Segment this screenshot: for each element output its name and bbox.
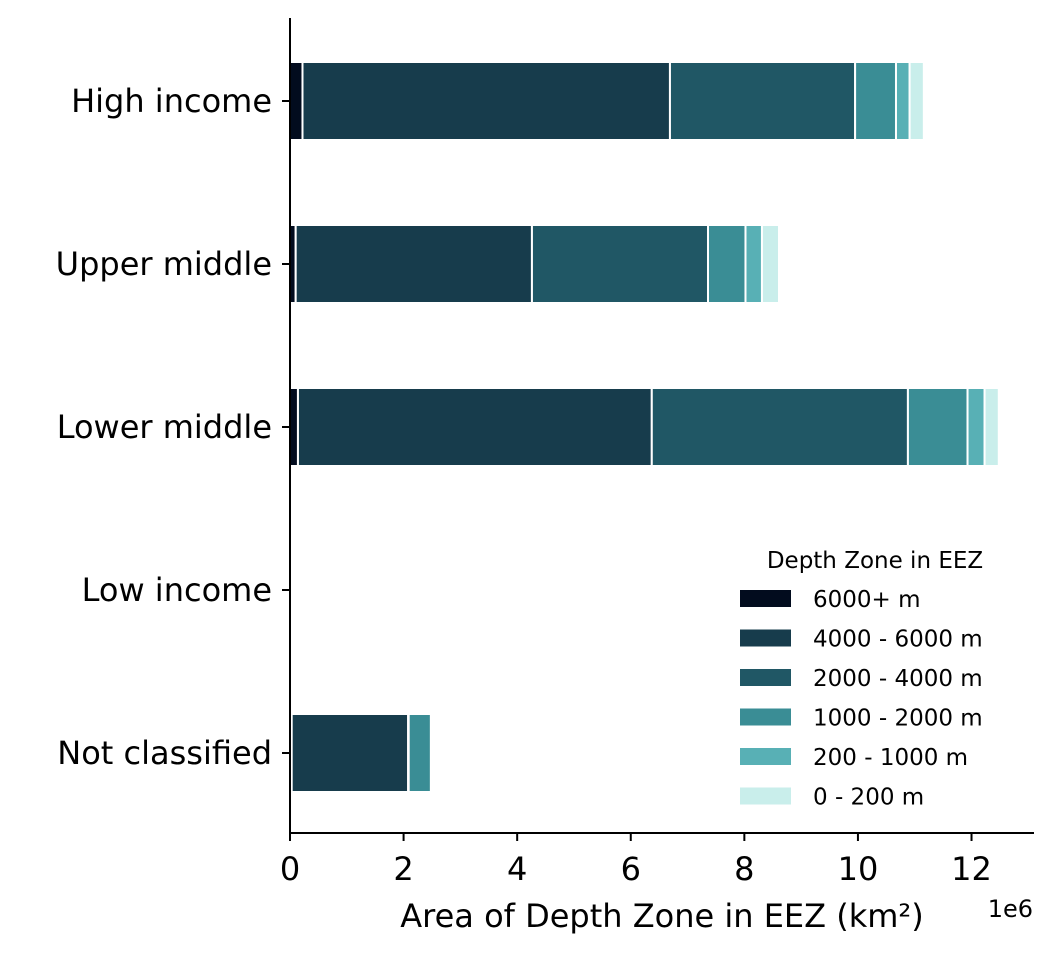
bar-segment bbox=[530, 224, 709, 304]
y-tick-label: Not classified bbox=[57, 734, 272, 772]
x-tick-label: 10 bbox=[838, 850, 879, 888]
x-tick-label: 4 bbox=[507, 850, 527, 888]
legend-label: 200 - 1000 m bbox=[813, 745, 968, 771]
legend-label: 4000 - 6000 m bbox=[813, 627, 983, 653]
legend-label: 1000 - 2000 m bbox=[813, 706, 983, 732]
bar-segment bbox=[707, 224, 747, 304]
legend-items: 6000+ m 4000 - 6000 m 2000 - 4000 m 1000 - … bbox=[740, 587, 983, 811]
bar-segment bbox=[407, 713, 432, 793]
bar-segment bbox=[289, 387, 299, 467]
bar-segment bbox=[908, 61, 925, 141]
y-tick-label: Low income bbox=[82, 571, 272, 609]
bar-segment bbox=[854, 61, 897, 141]
x-tick-label: 0 bbox=[280, 850, 300, 888]
legend-swatch bbox=[740, 629, 791, 647]
bar-segment bbox=[296, 387, 653, 467]
bar-segment bbox=[301, 61, 671, 141]
bar-segment bbox=[744, 224, 763, 304]
bars-layer bbox=[289, 61, 1000, 793]
x-tick-label: 12 bbox=[951, 850, 992, 888]
bar-segment bbox=[966, 387, 986, 467]
legend: Depth Zone in EEZ 6000+ m 4000 - 6000 m 20… bbox=[740, 548, 983, 811]
bar-segment bbox=[983, 387, 1000, 467]
y-tick-label: Lower middle bbox=[57, 408, 272, 446]
x-tick-label: 2 bbox=[393, 850, 413, 888]
legend-swatch bbox=[740, 669, 791, 686]
x-ticks: 0 2 4 6 8 10 12 bbox=[280, 833, 992, 888]
bar-segment bbox=[906, 387, 969, 467]
y-tick-label: High income bbox=[71, 82, 272, 120]
x-tick-label: 8 bbox=[734, 850, 754, 888]
legend-label: 0 - 200 m bbox=[813, 785, 924, 811]
bar-segment bbox=[289, 61, 304, 141]
legend-label: 2000 - 4000 m bbox=[813, 666, 983, 692]
bar-segment bbox=[894, 61, 911, 141]
bar-segment bbox=[760, 224, 781, 304]
legend-swatch bbox=[740, 708, 791, 726]
legend-title: Depth Zone in EEZ bbox=[767, 548, 983, 574]
legend-swatch bbox=[740, 787, 791, 805]
y-ticks: High income Upper middle Lower middle Low i… bbox=[56, 82, 290, 772]
bar-segment bbox=[290, 713, 410, 793]
bar-segment bbox=[650, 387, 909, 467]
y-tick-label: Upper middle bbox=[56, 245, 272, 283]
x-axis-offset-label: 1e6 bbox=[988, 895, 1033, 923]
x-axis-title: Area of Depth Zone in EEZ (km²) bbox=[400, 897, 923, 935]
bar-segment bbox=[294, 224, 533, 304]
legend-label: 6000+ m bbox=[813, 587, 921, 613]
legend-swatch bbox=[740, 748, 791, 765]
legend-swatch bbox=[740, 590, 791, 607]
bar-segment bbox=[668, 61, 857, 141]
x-tick-label: 6 bbox=[621, 850, 641, 888]
